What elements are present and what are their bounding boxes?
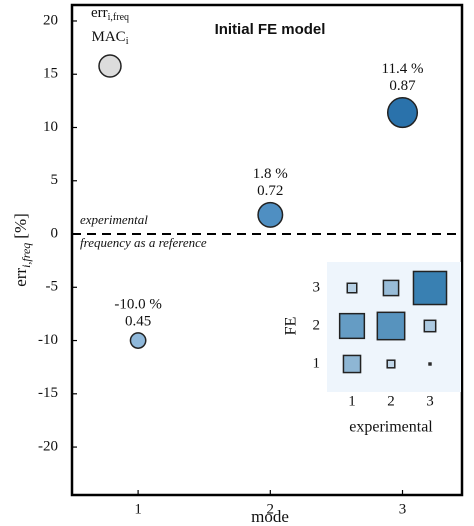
y-label-sub: i,freq	[19, 243, 33, 268]
size-label: 0.45	[125, 313, 151, 329]
y-tick-label: 20	[43, 12, 58, 28]
x-axis-label: mode	[251, 507, 289, 526]
legend-top: err	[91, 5, 108, 21]
size-label: 0.87	[389, 78, 416, 94]
matrix-cell	[338, 312, 366, 340]
inset-x-label: experimental	[349, 419, 433, 436]
y-tick-label: 10	[43, 119, 58, 135]
chart-title: Initial FE model	[215, 21, 326, 38]
inset-x-tick-label: 3	[426, 393, 434, 409]
inset-x-tick-label: 1	[348, 393, 356, 409]
legend-bottom: MAC	[92, 29, 126, 45]
bubble	[257, 201, 284, 228]
matrix-cell	[342, 354, 362, 374]
y-tick-label: 0	[51, 225, 59, 241]
x-tick-label: 1	[134, 501, 142, 517]
x-tick-label: 3	[399, 501, 407, 517]
legend-label: MACi	[92, 29, 129, 47]
matrix-cell	[382, 279, 400, 297]
y-label-main: err	[11, 268, 30, 287]
x-tick-label: 2	[267, 501, 275, 517]
matrix-cell	[346, 282, 358, 294]
y-tick-label: -15	[38, 385, 58, 401]
legend-bottom-sub: i	[126, 36, 129, 47]
inset-y-tick-label: 2	[313, 317, 321, 333]
y-tick-label: -20	[38, 439, 58, 455]
matrix-cell	[428, 362, 432, 366]
y-tick-label: 5	[51, 172, 59, 188]
inset-y-tick-label: 3	[313, 279, 321, 295]
data-label: 1.8 %	[253, 166, 288, 182]
bubble	[129, 332, 147, 349]
data-label: -10.0 %	[114, 296, 162, 312]
legend-symbol	[98, 54, 122, 78]
legend-top-sub: i,freq	[108, 12, 129, 23]
matrix-cell	[386, 359, 396, 369]
inset-y-tick-label: 1	[313, 355, 321, 371]
y-tick-label: -5	[46, 279, 59, 295]
y-label-unit: [%]	[11, 213, 30, 238]
bubble	[386, 97, 419, 129]
plot-frame	[70, 3, 464, 497]
inset-y-label: FE	[283, 317, 300, 336]
legend-label: erri,freq	[91, 5, 129, 23]
size-label: 0.72	[257, 183, 283, 199]
matrix-cell	[412, 270, 448, 306]
annotation: experimental	[80, 212, 148, 227]
y-tick-label: 15	[43, 66, 58, 82]
matrix-cell	[376, 311, 406, 341]
y-tick-label: -10	[38, 332, 58, 348]
data-label: 11.4 %	[382, 61, 424, 77]
y-axis-label: erri,freq [%]	[11, 213, 33, 287]
annotation: frequency as a reference	[80, 235, 207, 250]
matrix-cell	[423, 319, 437, 333]
inset-x-tick-label: 2	[387, 393, 395, 409]
